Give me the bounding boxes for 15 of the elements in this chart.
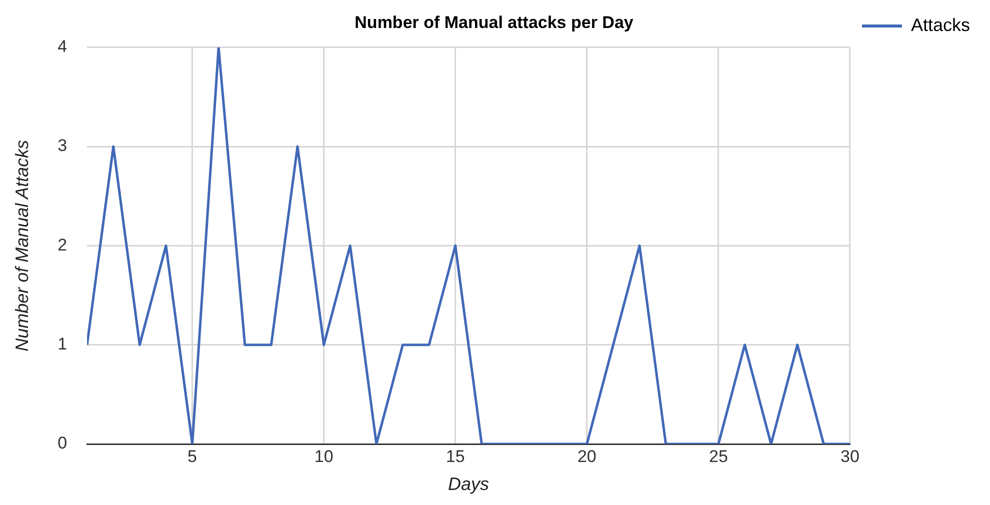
x-tick-label: 15 [446,446,465,466]
x-tick-label: 20 [577,446,596,466]
y-tick-label: 3 [58,136,68,156]
y-tick-label: 4 [58,37,68,56]
legend-label: Attacks [910,14,970,35]
x-tick-label: 30 [840,446,860,466]
x-tick-label: 25 [708,446,728,466]
y-tick-label: 0 [58,434,68,453]
x-tick-label: 10 [314,446,334,466]
x-axis-title: Days [448,474,490,494]
y-tick-label: 1 [58,334,68,354]
chart-title: Number of Manual attacks per Day [354,12,634,32]
x-tick-label: 5 [188,446,198,466]
y-tick-label: 2 [58,235,68,254]
y-axis-title: Number of Manual Attacks [12,140,32,352]
